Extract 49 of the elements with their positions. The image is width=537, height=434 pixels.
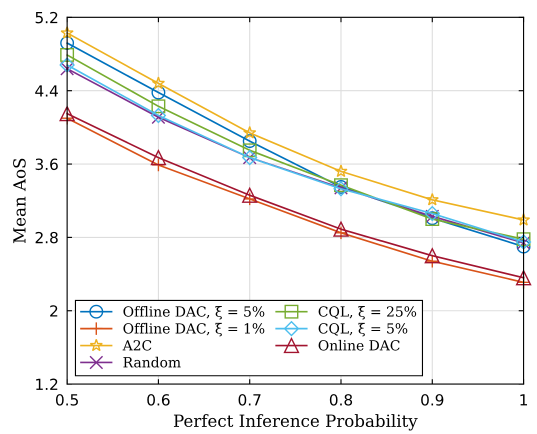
point bbox=[60, 57, 75, 73]
x-tick-label: 0.8 bbox=[330, 394, 352, 406]
point bbox=[242, 188, 258, 203]
point bbox=[243, 126, 256, 139]
legend-label: CQL, ξ = 25% bbox=[318, 306, 416, 320]
y-axis-title: Mean AoS bbox=[13, 158, 26, 244]
point bbox=[242, 192, 257, 206]
y-tick-label: 5.2 bbox=[36, 12, 58, 24]
x-tick-label: 0.9 bbox=[421, 394, 444, 406]
point bbox=[516, 240, 531, 254]
point bbox=[60, 26, 74, 39]
x-tick-label: 1 bbox=[520, 394, 528, 406]
y-tick-label: 2.8 bbox=[36, 232, 58, 244]
x-tick-label: 0.5 bbox=[56, 394, 78, 406]
x-tick-label: 0.7 bbox=[238, 394, 261, 406]
legend-label: Online DAC bbox=[318, 340, 400, 351]
x-tick-label: 0.6 bbox=[147, 394, 170, 406]
point bbox=[516, 275, 531, 290]
y-tick-label: 2 bbox=[50, 305, 58, 317]
legend-label: CQL, ξ = 5% bbox=[318, 322, 408, 336]
point bbox=[424, 206, 440, 222]
point bbox=[60, 111, 74, 126]
point bbox=[60, 48, 74, 62]
point bbox=[151, 99, 166, 114]
point bbox=[333, 222, 349, 237]
legend-label: Random bbox=[123, 356, 181, 368]
y-tick-label: 1.2 bbox=[36, 378, 58, 390]
x-axis-title: Perfect Inference Probability bbox=[174, 414, 418, 431]
legend-label: Offline DAC, ξ = 5% bbox=[123, 306, 264, 320]
point bbox=[242, 134, 257, 148]
y-tick-label: 3.6 bbox=[36, 158, 58, 170]
legend-label: A2C bbox=[122, 340, 152, 351]
point bbox=[242, 143, 257, 158]
point bbox=[151, 86, 166, 100]
point bbox=[516, 270, 532, 286]
point bbox=[150, 150, 166, 166]
point bbox=[425, 254, 440, 268]
point bbox=[516, 213, 530, 226]
point bbox=[152, 76, 166, 90]
point bbox=[334, 226, 348, 240]
point bbox=[334, 164, 348, 178]
point bbox=[516, 232, 531, 246]
point bbox=[426, 192, 439, 206]
point bbox=[424, 248, 440, 264]
point bbox=[60, 62, 74, 76]
point bbox=[60, 36, 74, 50]
point bbox=[59, 106, 75, 122]
legend-label: Offline DAC, ξ = 1% bbox=[123, 322, 264, 336]
y-tick-label: 4.4 bbox=[35, 85, 58, 97]
